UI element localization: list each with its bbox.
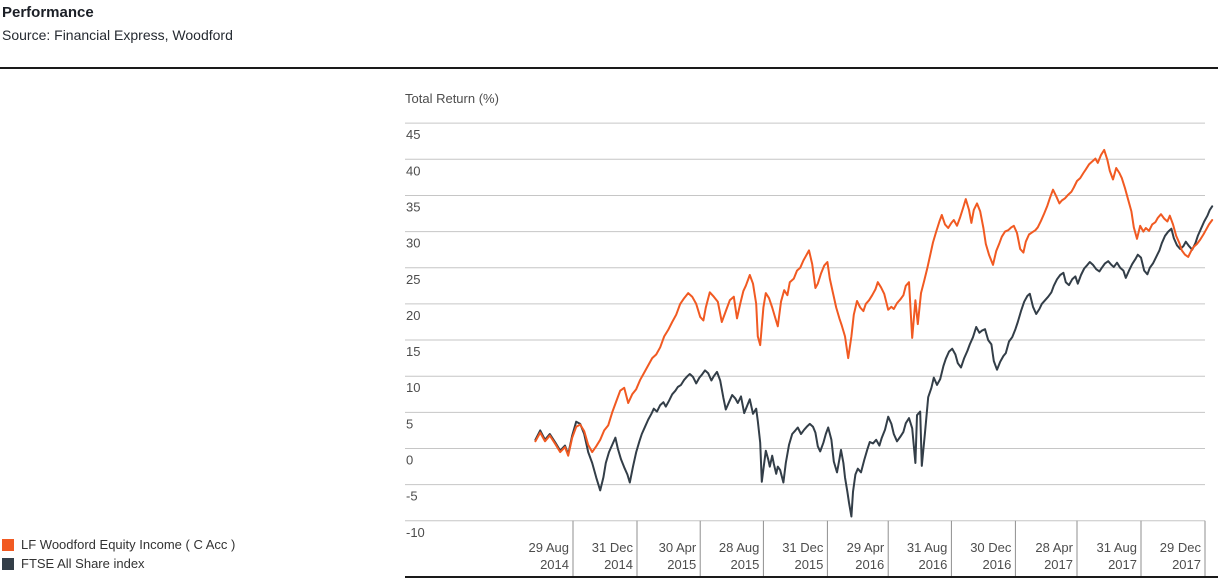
woodford-series-swatch xyxy=(2,538,14,551)
y-tick-label: 0 xyxy=(406,453,413,468)
y-tick-label: 35 xyxy=(406,199,420,214)
x-tick-label-date: 31 Dec xyxy=(592,540,634,555)
x-tick-label-date: 30 Apr xyxy=(659,540,697,555)
x-tick-label-date: 31 Aug xyxy=(1097,540,1138,555)
legend-item-woodford: LF Woodford Equity Income ( C Acc ) xyxy=(2,535,235,554)
x-tick-label-date: 31 Dec xyxy=(782,540,824,555)
y-tick-label: 25 xyxy=(406,272,420,287)
x-tick-label-year: 2016 xyxy=(982,557,1011,572)
x-tick-label-date: 29 Apr xyxy=(847,540,885,555)
y-tick-label: 10 xyxy=(406,380,420,395)
y-tick-label: 40 xyxy=(406,163,420,178)
x-tick-label-year: 2016 xyxy=(855,557,884,572)
x-tick-label-date: 28 Apr xyxy=(1035,540,1073,555)
y-tick-label: 15 xyxy=(406,344,420,359)
x-tick-label-year: 2015 xyxy=(730,557,759,572)
header-divider xyxy=(0,67,1218,69)
y-tick-label: 30 xyxy=(406,236,420,251)
woodford-series-label: LF Woodford Equity Income ( C Acc ) xyxy=(21,537,236,552)
x-tick-label-year: 2014 xyxy=(540,557,569,572)
x-tick-label-year: 2017 xyxy=(1044,557,1073,572)
chart-axis-title: Total Return (%) xyxy=(405,91,499,106)
x-tick-label-year: 2014 xyxy=(604,557,633,572)
y-tick-label: 20 xyxy=(406,308,420,323)
ftse-series-swatch xyxy=(2,557,14,570)
x-tick-label-year: 2017 xyxy=(1108,557,1137,572)
x-tick-label-date: 28 Aug xyxy=(719,540,760,555)
series-line-woodford-equity-income xyxy=(534,148,1214,457)
y-tick-label: -10 xyxy=(406,525,425,540)
x-tick-label-year: 2017 xyxy=(1172,557,1201,572)
x-tick-label-date: 29 Aug xyxy=(529,540,570,555)
x-tick-label-year: 2015 xyxy=(794,557,823,572)
source-line: Source: Financial Express, Woodford xyxy=(2,27,233,43)
x-tick-label-year: 2015 xyxy=(667,557,696,572)
page-title: Performance xyxy=(2,4,94,21)
x-tick-label-year: 2016 xyxy=(918,557,947,572)
y-tick-label: 5 xyxy=(406,416,413,431)
legend-item-ftse: FTSE All Share index xyxy=(2,554,235,573)
y-tick-label: -5 xyxy=(406,489,418,504)
chart-legend: LF Woodford Equity Income ( C Acc ) FTSE… xyxy=(2,535,235,573)
ftse-series-label: FTSE All Share index xyxy=(21,556,145,571)
x-tick-label-date: 29 Dec xyxy=(1160,540,1202,555)
x-tick-label-date: 31 Aug xyxy=(907,540,948,555)
y-tick-label: 45 xyxy=(406,127,420,142)
x-tick-label-date: 30 Dec xyxy=(970,540,1012,555)
series-line-ftse-all-share xyxy=(534,205,1214,518)
